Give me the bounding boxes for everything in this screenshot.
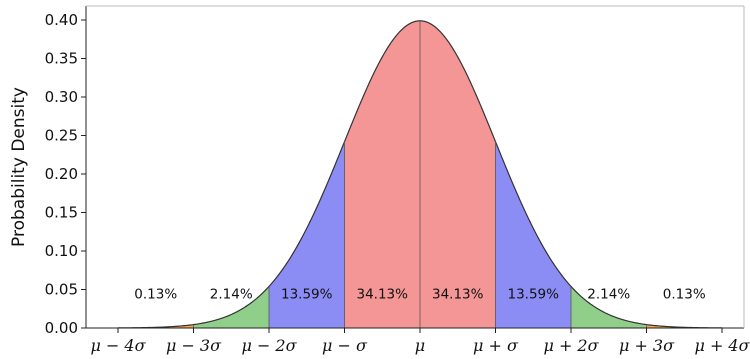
region-percent-label: 34.13%: [432, 286, 484, 302]
y-tick-label: 0.35: [45, 50, 78, 68]
region-fill-1: [193, 286, 269, 328]
x-tick-label: μ − 4σ: [90, 336, 146, 355]
y-tick-label: 0.40: [45, 11, 78, 29]
region-percent-labels: 0.13% 2.14% 13.59% 34.13% 34.13% 13.59% 2.14% 0…: [134, 286, 706, 302]
region-percent-label: 13.59%: [281, 286, 333, 302]
x-axis-ticks: μ − 4σ μ − 3σ μ − 2σ μ − σ μ μ + σ μ + 2σ μ + 3…: [90, 328, 750, 355]
x-tick-label: μ − σ: [322, 336, 368, 355]
region-fill-7: [646, 324, 722, 328]
region-percent-label: 13.59%: [508, 286, 560, 302]
region-fill-4: [420, 20, 496, 329]
y-tick-label: 0.00: [45, 319, 78, 337]
region-fill-6: [571, 286, 647, 328]
region-percent-label: 2.14%: [210, 286, 253, 302]
y-axis-label: Probability Density: [9, 87, 29, 247]
x-tick-label: μ + 3σ: [619, 336, 675, 355]
x-tick-label: μ + 2σ: [543, 336, 599, 355]
region-percent-label: 0.13%: [663, 286, 706, 302]
y-tick-label: 0.15: [45, 204, 78, 222]
y-tick-label: 0.05: [45, 281, 78, 299]
region-dividers: [193, 20, 647, 328]
region-percent-label: 34.13%: [357, 286, 409, 302]
y-tick-label: 0.10: [45, 242, 78, 260]
x-tick-label: μ: [415, 336, 425, 355]
y-tick-label: 0.25: [45, 127, 78, 145]
x-tick-label: μ − 2σ: [241, 336, 297, 355]
region-fill-3: [344, 20, 420, 329]
axes: [85, 5, 745, 329]
x-tick-label: μ + σ: [473, 336, 519, 355]
x-tick-label: μ − 3σ: [166, 336, 222, 355]
region-percent-label: 2.14%: [587, 286, 630, 302]
y-axis-ticks: 0.00 0.05 0.10 0.15 0.20 0.25 0.30 0.35 0.40: [45, 11, 86, 337]
region-percent-label: 0.13%: [134, 286, 177, 302]
y-tick-label: 0.20: [45, 165, 78, 183]
x-tick-label: μ + 4σ: [694, 336, 750, 355]
y-tick-label: 0.30: [45, 88, 78, 106]
density-curve: [117, 20, 723, 329]
region-fill-0: [118, 324, 194, 328]
